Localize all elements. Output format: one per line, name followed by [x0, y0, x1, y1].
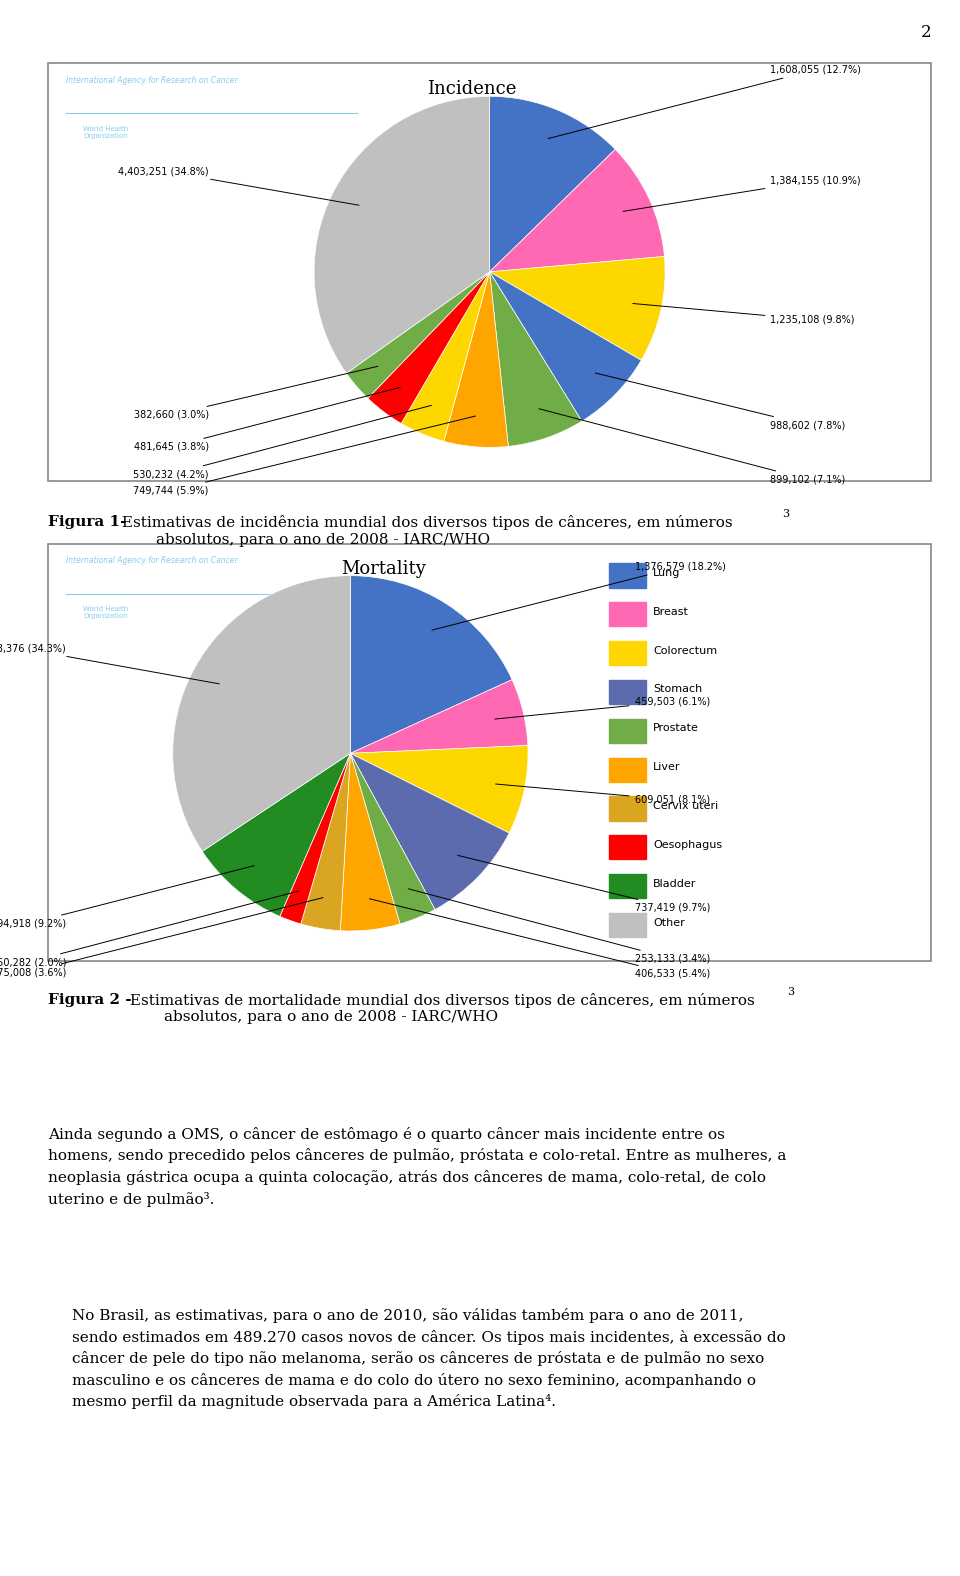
Text: 737,419 (9.7%): 737,419 (9.7%)	[458, 856, 710, 913]
Wedge shape	[350, 575, 512, 753]
Text: 1,608,055 (12.7%): 1,608,055 (12.7%)	[548, 65, 861, 139]
Text: 899,102 (7.1%): 899,102 (7.1%)	[539, 408, 846, 484]
Text: Figura 2 -: Figura 2 -	[48, 993, 132, 1007]
Text: 253,133 (3.4%): 253,133 (3.4%)	[408, 889, 709, 965]
Bar	[609, 835, 646, 859]
Text: Incidence: Incidence	[427, 80, 516, 98]
Wedge shape	[173, 575, 350, 851]
Text: Oesophagus: Oesophagus	[653, 840, 722, 849]
Wedge shape	[490, 273, 641, 421]
Text: Liver: Liver	[653, 763, 681, 772]
Wedge shape	[368, 273, 490, 424]
Text: Figura 1-: Figura 1-	[48, 515, 127, 530]
Text: 382,660 (3.0%): 382,660 (3.0%)	[133, 366, 377, 419]
Text: 2: 2	[921, 24, 931, 41]
Text: Mortality: Mortality	[341, 561, 426, 578]
Text: World Health
Organization: World Health Organization	[84, 607, 129, 619]
Text: No Brasil, as estimativas, para o ano de 2010, são válidas também para o ano de : No Brasil, as estimativas, para o ano de…	[72, 1308, 785, 1409]
Bar	[609, 913, 646, 938]
Text: World Health
Organization: World Health Organization	[84, 126, 129, 139]
Bar	[609, 796, 646, 821]
Text: 609,051 (8.1%): 609,051 (8.1%)	[495, 783, 709, 805]
Wedge shape	[490, 257, 665, 361]
Text: International Agency for Research on Cancer: International Agency for Research on Can…	[65, 556, 237, 566]
Bar	[609, 719, 646, 742]
Text: 694,918 (9.2%): 694,918 (9.2%)	[0, 865, 254, 928]
Text: 459,503 (6.1%): 459,503 (6.1%)	[494, 697, 709, 719]
Wedge shape	[350, 753, 435, 924]
Text: 1,235,108 (9.8%): 1,235,108 (9.8%)	[633, 304, 855, 325]
Text: Stomach: Stomach	[653, 684, 703, 695]
Text: Colorectum: Colorectum	[653, 646, 717, 656]
Text: 4,403,251 (34.8%): 4,403,251 (34.8%)	[118, 165, 359, 205]
Text: 749,744 (5.9%): 749,744 (5.9%)	[133, 416, 475, 495]
Text: 1,384,155 (10.9%): 1,384,155 (10.9%)	[623, 175, 861, 211]
Text: 275,008 (3.6%): 275,008 (3.6%)	[0, 898, 324, 977]
Text: 150,282 (2.0%): 150,282 (2.0%)	[0, 890, 299, 968]
Bar	[609, 875, 646, 898]
Text: 3: 3	[787, 987, 794, 996]
Wedge shape	[341, 753, 400, 931]
Text: 2,598,376 (34.3%): 2,598,376 (34.3%)	[0, 643, 219, 684]
Wedge shape	[490, 150, 664, 273]
Text: 530,232 (4.2%): 530,232 (4.2%)	[133, 405, 431, 479]
Bar	[609, 563, 646, 588]
Bar	[609, 758, 646, 782]
Text: 1,376,579 (18.2%): 1,376,579 (18.2%)	[432, 561, 726, 630]
Text: Bladder: Bladder	[653, 879, 696, 889]
Text: Lung: Lung	[653, 567, 681, 578]
Text: Other: Other	[653, 917, 684, 928]
Wedge shape	[490, 96, 615, 273]
Text: 3: 3	[782, 509, 789, 519]
Text: Cervix uteri: Cervix uteri	[653, 801, 718, 812]
Text: Prostate: Prostate	[653, 723, 699, 733]
Bar	[609, 641, 646, 665]
Wedge shape	[347, 273, 490, 399]
Wedge shape	[444, 273, 508, 448]
Text: Estimativas de incidência mundial dos diversos tipos de cânceres, em números
   : Estimativas de incidência mundial dos di…	[117, 515, 732, 547]
Text: International Agency for Research on Cancer: International Agency for Research on Can…	[65, 76, 237, 85]
Wedge shape	[490, 273, 582, 446]
Text: 406,533 (5.4%): 406,533 (5.4%)	[370, 898, 709, 979]
Text: Estimativas de mortalidade mundial dos diversos tipos de cânceres, em números
  : Estimativas de mortalidade mundial dos d…	[125, 993, 755, 1024]
Text: Breast: Breast	[653, 607, 689, 616]
Text: Ainda segundo a OMS, o câncer de estômago é o quarto câncer mais incidente entre: Ainda segundo a OMS, o câncer de estômag…	[48, 1127, 786, 1207]
Wedge shape	[350, 679, 528, 753]
Bar	[609, 679, 646, 704]
Text: 988,602 (7.8%): 988,602 (7.8%)	[595, 374, 846, 430]
Wedge shape	[280, 753, 350, 924]
Wedge shape	[300, 753, 350, 931]
Wedge shape	[350, 753, 509, 909]
Wedge shape	[401, 273, 490, 441]
Wedge shape	[203, 753, 350, 916]
Bar	[609, 602, 646, 626]
Wedge shape	[350, 745, 528, 834]
Text: 481,645 (3.8%): 481,645 (3.8%)	[133, 388, 400, 452]
Wedge shape	[314, 96, 490, 374]
